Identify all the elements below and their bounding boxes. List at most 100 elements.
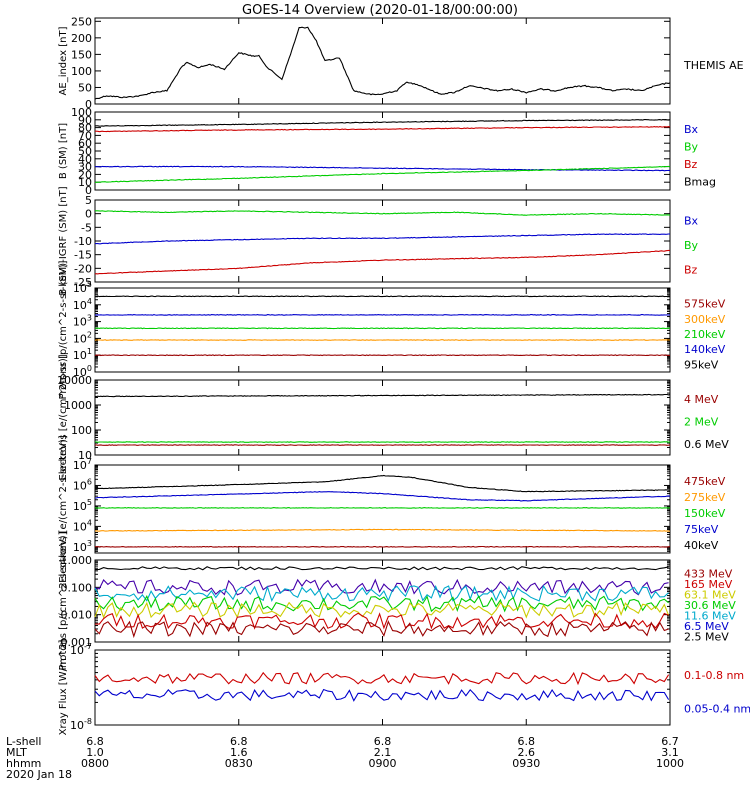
y-tick-label: 105 (73, 498, 92, 513)
series-line-475kev (94, 545, 671, 548)
legend-165-mev: 165 MeV (684, 578, 733, 591)
legend-75kev: 75keV (684, 523, 719, 536)
series-line-433-mev (94, 620, 669, 639)
y-tick-label: -20 (74, 262, 92, 275)
series-line-275kev (94, 528, 670, 532)
y-tick-label: 5 (85, 194, 92, 207)
legend-475kev: 475keV (684, 475, 726, 488)
y-axis-label: Protons [p/(cm^2-s-sr-keV)] (58, 260, 69, 399)
series-line-40kev (94, 474, 671, 493)
x-tick-label: 1.0 (86, 746, 104, 759)
y-axis-label: B (SM)-IGRF (SM) [nT] (58, 186, 69, 295)
y-tick-label: 100 (71, 106, 92, 119)
x-tick-label: 0930 (512, 757, 540, 770)
series-line-2-mev (94, 441, 671, 443)
y-tick-label: -5 (81, 221, 92, 234)
y-tick-label: 103 (73, 539, 92, 554)
x-tick-label: 6.8 (230, 735, 248, 748)
legend-300kev: 300keV (684, 313, 726, 326)
legend-by: By (684, 239, 699, 252)
y-axis-label: AE_index [nT] (58, 26, 69, 95)
y-tick-label: 250 (71, 15, 92, 28)
series-line-bmag (94, 119, 671, 127)
series-line-by (94, 165, 671, 183)
y-tick-label: 10-7 (70, 642, 92, 657)
series-line-0-05-0-4-nm (94, 688, 670, 702)
y-tick-label: 105 (73, 280, 92, 295)
y-axis-label: Xray Flux [W/m^2] (58, 640, 69, 736)
legend-bz: Bz (684, 264, 698, 277)
x-row-label-mlt: MLT (6, 746, 27, 759)
y-tick-label: 107 (73, 457, 92, 472)
legend-by: By (684, 140, 699, 153)
legend-6-5-mev: 6.5 MeV (684, 620, 729, 633)
y-tick-label: 100 (71, 65, 92, 78)
y-tick-label: 0 (85, 184, 92, 197)
series-line-11-6-mev (94, 584, 669, 603)
legend-2-5-mev: 2.5 MeV (684, 631, 729, 644)
legend-themis-ae: THEMIS AE (683, 59, 744, 72)
x-tick-label: 2.6 (518, 746, 536, 759)
legend-210kev: 210keV (684, 328, 726, 341)
y-tick-label: 1000 (64, 399, 92, 412)
y-tick-label: 70 (78, 129, 92, 142)
legend-0-1-0-8-nm: 0.1-0.8 nm (684, 669, 744, 682)
y-tick-label: 90 (78, 114, 92, 127)
legend-bx: Bx (684, 123, 699, 136)
y-tick-label: 200 (71, 32, 92, 45)
x-tick-label: 3.1 (661, 746, 679, 759)
series-line-4-mev (94, 444, 671, 446)
series-line-300kev (94, 339, 671, 341)
x-tick-label: 1000 (656, 757, 684, 770)
y-tick-label: 150 (71, 48, 92, 61)
series-line-0-1-0-8-nm (94, 671, 670, 686)
legend-4-mev: 4 MeV (684, 393, 719, 406)
x-tick-label: 2.1 (374, 746, 392, 759)
panel-frame (94, 559, 671, 643)
series-line-bx (94, 233, 670, 245)
x-tick-label: 0800 (81, 757, 109, 770)
legend-bmag: Bmag (684, 175, 716, 188)
y-axis-label: Protons [p/(cm^2-s-sr-keV)] (58, 531, 69, 670)
y-tick-label: 0.010 (61, 609, 93, 622)
x-tick-label: 0900 (369, 757, 397, 770)
y-tick-label: -10 (74, 235, 92, 248)
legend-433-mev: 433 MeV (684, 567, 733, 580)
x-tick-label: 1.6 (230, 746, 248, 759)
legend-0-05-0-4-nm: 0.05-0.4 nm (684, 702, 750, 715)
y-axis-label: B (SM) [nT] (58, 123, 69, 179)
series-line-bz (94, 249, 671, 275)
y-tick-label: 80 (78, 122, 92, 135)
x-row-label-hhmm: hhmm (6, 757, 41, 770)
series-line-140kev (94, 314, 671, 316)
x-row-label-l-shell: L-shell (6, 735, 42, 748)
y-tick-label: 10 (78, 449, 92, 462)
y-tick-label: 50 (78, 81, 92, 94)
panel-6: 103 104 105 106 107 Electrons [e/(cm^2-s-sr-k… (58, 435, 726, 583)
series-line-575kev (94, 354, 671, 357)
legend-bz: Bz (684, 158, 698, 171)
x-tick-label: 6.8 (374, 735, 392, 748)
series-line-2-5-mev (94, 566, 669, 571)
y-tick-label: 10 (78, 176, 92, 189)
series-line-95kev (94, 295, 671, 298)
x-tick-label: 6.8 (86, 735, 104, 748)
y-tick-label: 106 (73, 477, 92, 492)
legend-11-6-mev: 11.6 MeV (684, 610, 736, 623)
y-tick-label: 104 (73, 518, 92, 533)
series-line-bz (95, 126, 671, 133)
panel-frame (94, 649, 671, 726)
y-axis-label: Electrons [e/(cm^2-s-sr-keV)] (58, 435, 69, 583)
y-tick-label: 104 (73, 297, 92, 312)
series-line-210kev (94, 327, 671, 330)
y-tick-label: 0.100 (61, 581, 93, 594)
x-tick-label: 6.8 (518, 735, 536, 748)
y-tick-label: 10-8 (70, 717, 92, 732)
series-line-63-1-mev (94, 601, 670, 619)
y-tick-label: 50 (78, 145, 92, 158)
